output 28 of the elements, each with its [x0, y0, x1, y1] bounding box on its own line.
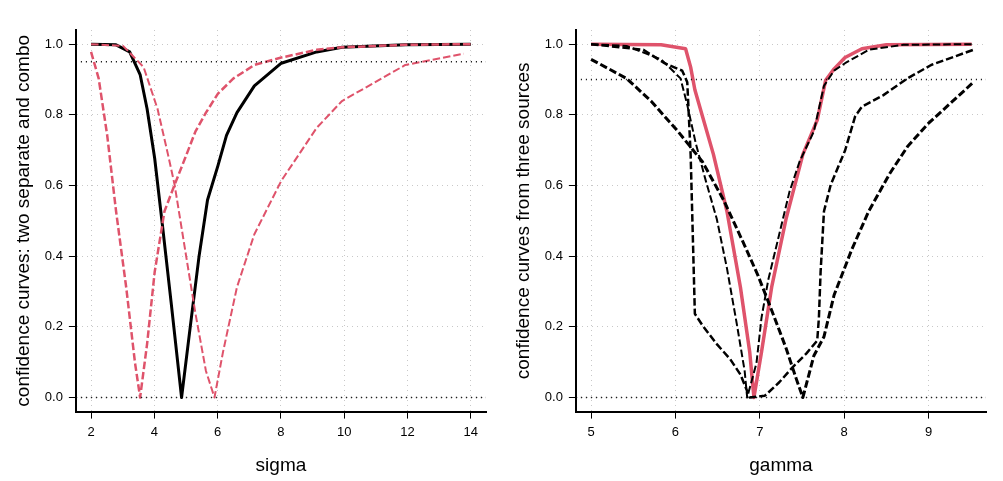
y-tick-label: 0.6 [544, 177, 563, 193]
y-tick-label: 0.8 [44, 106, 63, 122]
y-tick-label: 0.8 [544, 106, 563, 122]
x-axis-title: sigma [255, 453, 307, 475]
x-tick-label: 7 [756, 423, 764, 439]
x-tick-label: 12 [400, 423, 415, 439]
y-tick-label: 0.4 [44, 247, 63, 263]
x-tick-label: 6 [214, 423, 222, 439]
x-tick-label: 6 [671, 423, 680, 439]
x-tick-label: 4 [150, 423, 158, 439]
x-tick-label: 10 [336, 423, 352, 439]
y-axis-title: confidence curves: two separate and combo [11, 34, 33, 407]
x-tick-label: 8 [840, 423, 848, 439]
x-tick-label: 2 [87, 423, 95, 439]
x-tick-label: 14 [463, 423, 479, 439]
x-tick-label: 8 [277, 423, 285, 439]
y-tick-label: 1.0 [544, 35, 563, 51]
y-tick-label: 0.2 [544, 318, 563, 334]
y-tick-label: 0.6 [44, 177, 63, 193]
y-tick-label: 0.0 [544, 389, 563, 405]
y-axis-title: confidence curves from three sources [511, 62, 533, 380]
y-tick-label: 1.0 [44, 35, 63, 51]
y-tick-label: 0.0 [44, 389, 63, 405]
x-axis-title: gamma [749, 453, 814, 475]
x-tick-label: 5 [587, 423, 595, 439]
y-tick-label: 0.4 [544, 247, 563, 263]
y-tick-label: 0.2 [44, 318, 63, 334]
x-tick-label: 9 [925, 423, 933, 439]
